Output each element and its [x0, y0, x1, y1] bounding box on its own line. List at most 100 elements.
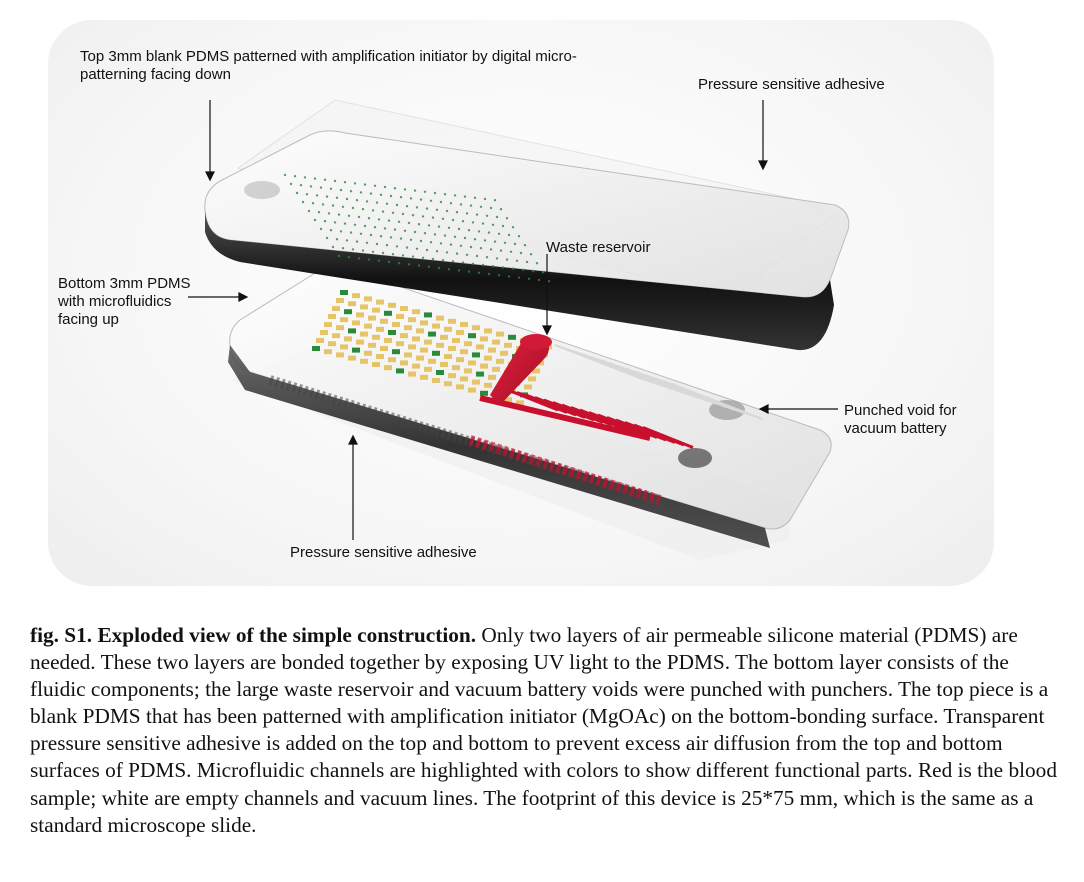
- initiator-dot: [439, 242, 443, 245]
- initiator-dot: [341, 247, 345, 250]
- well: [432, 378, 440, 383]
- well: [412, 309, 420, 315]
- well: [376, 326, 384, 332]
- well: [436, 342, 444, 348]
- well: [448, 346, 456, 351]
- initiator-dot: [357, 215, 361, 219]
- initiator-dot: [387, 260, 391, 264]
- well: [432, 323, 440, 329]
- well: [352, 320, 360, 326]
- blood-channel: [642, 426, 694, 449]
- well: [524, 384, 532, 390]
- well: [344, 336, 352, 342]
- well: [460, 322, 468, 327]
- initiator-dot: [447, 268, 451, 271]
- well: [404, 325, 412, 331]
- initiator-dot: [351, 248, 355, 251]
- initiator-dot: [397, 262, 401, 265]
- well: [356, 339, 364, 345]
- blood-inlet-channel: [479, 395, 651, 441]
- initiator-dot: [337, 254, 341, 258]
- well: [360, 358, 368, 364]
- initiator-dot: [519, 251, 523, 255]
- well: [424, 339, 432, 345]
- initiator-dot: [427, 265, 431, 268]
- initiator-dot: [491, 265, 495, 268]
- well: [392, 322, 400, 327]
- well: [376, 354, 384, 359]
- well: [356, 312, 364, 318]
- well: [456, 357, 464, 363]
- caption-body: Only two layers of air permeable silicon…: [30, 623, 1057, 837]
- well: [516, 400, 524, 406]
- initiator-dot: [431, 257, 435, 261]
- well: [468, 360, 476, 366]
- initiator-dot: [481, 263, 485, 267]
- initiator-dot: [345, 197, 349, 201]
- initiator-dot: [347, 256, 351, 259]
- well: [460, 376, 468, 382]
- initiator-dot: [477, 271, 481, 274]
- initiator-dot: [389, 194, 393, 198]
- initiator-dot: [361, 208, 365, 211]
- initiator-dot: [449, 243, 453, 246]
- well: [448, 373, 456, 379]
- initiator-dot: [445, 251, 449, 254]
- initiator-dot: [461, 261, 465, 264]
- initiator-dot: [325, 195, 329, 198]
- initiator-dot: [309, 185, 313, 188]
- well: [364, 350, 372, 356]
- initiator-dot: [355, 199, 359, 202]
- well: [396, 314, 404, 319]
- well: [448, 318, 456, 324]
- initiator-dot: [541, 271, 545, 274]
- initiator-dot: [491, 223, 495, 226]
- initiator-dot: [353, 182, 357, 185]
- initiator-dot: [489, 206, 493, 210]
- well: [444, 381, 452, 387]
- well: [360, 331, 368, 337]
- initiator-dot: [447, 226, 451, 229]
- initiator-dot: [537, 278, 541, 282]
- initiator-dot: [505, 258, 509, 261]
- initiator-dot: [395, 245, 399, 248]
- initiator-dot: [451, 260, 455, 263]
- well: [340, 317, 348, 323]
- initiator-dot: [473, 238, 477, 241]
- well: [340, 344, 348, 350]
- initiator-dot: [499, 208, 503, 211]
- well: [452, 365, 460, 371]
- initiator-dot: [483, 239, 487, 242]
- initiator-dot: [289, 182, 293, 186]
- well: [464, 341, 472, 347]
- well: [528, 376, 536, 382]
- well: [328, 341, 336, 347]
- well: [496, 331, 504, 337]
- well: [476, 371, 484, 377]
- initiator-dot: [391, 253, 395, 256]
- initiator-dot: [349, 190, 353, 193]
- initiator-dot: [303, 176, 307, 179]
- well: [424, 366, 432, 372]
- well: [400, 333, 408, 339]
- label-psa-bottom: Pressure sensitive adhesive: [290, 544, 477, 561]
- initiator-dot: [459, 244, 463, 247]
- initiator-dot: [435, 208, 439, 211]
- well: [372, 307, 380, 313]
- well: [476, 344, 484, 350]
- well: [484, 382, 492, 388]
- well: [360, 304, 368, 310]
- initiator-dot: [409, 238, 413, 241]
- well: [440, 362, 448, 367]
- initiator-dot: [419, 239, 423, 243]
- initiator-dot: [489, 248, 493, 251]
- initiator-dot: [525, 260, 529, 264]
- well: [332, 333, 340, 339]
- initiator-dot: [339, 230, 343, 233]
- initiator-dot: [439, 200, 443, 204]
- initiator-dot: [325, 236, 329, 240]
- initiator-dot: [425, 207, 429, 210]
- initiator-dot: [423, 232, 427, 235]
- initiator-dot: [535, 262, 539, 265]
- initiator-dot: [369, 192, 373, 195]
